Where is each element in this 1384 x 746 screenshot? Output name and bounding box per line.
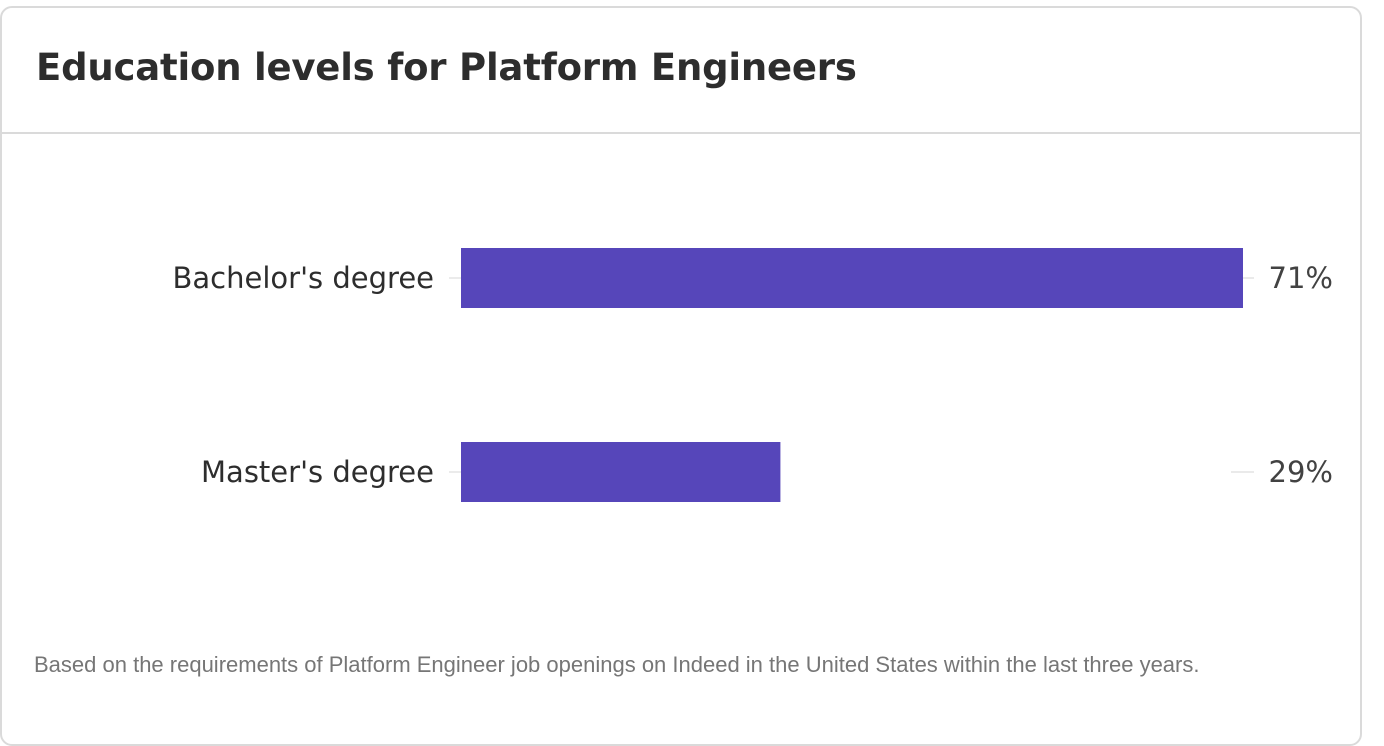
chart-card: Education levels for Platform Engineers	[0, 6, 1362, 746]
value-label-master-s-degree: 29%	[1269, 455, 1333, 489]
bar-chart: Bachelor's degree 71% Master's degree 29%	[173, 248, 1333, 502]
category-label-bachelor-s-degree: Bachelor's degree	[173, 261, 434, 295]
card-header: Education levels for Platform Engineers	[2, 8, 1360, 134]
value-label-bachelor-s-degree: 71%	[1269, 261, 1333, 295]
chart-footnote: Based on the requirements of Platform En…	[34, 652, 1200, 677]
bar-master-s-degree	[461, 442, 781, 502]
bar-bachelor-s-degree	[461, 248, 1243, 308]
category-label-master-s-degree: Master's degree	[201, 455, 434, 489]
card-title: Education levels for Platform Engineers	[36, 46, 857, 89]
